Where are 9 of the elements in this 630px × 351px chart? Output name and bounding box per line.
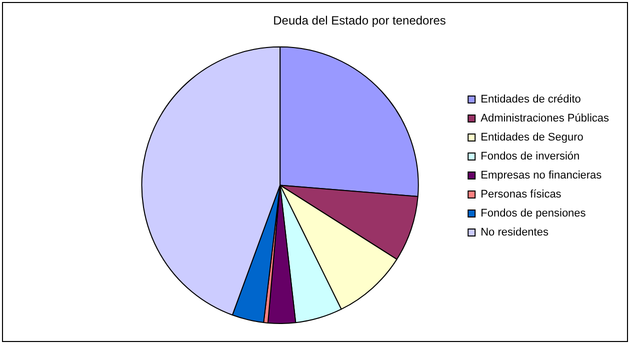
legend-label: Fondos de inversión	[480, 150, 580, 163]
chart-title: Deuda del Estado por tenedores	[273, 14, 446, 28]
legend-label: Entidades de Seguro	[480, 132, 584, 144]
legend-label: Entidades de crédito	[480, 94, 581, 106]
legend-label: Fondos de pensiones	[480, 208, 586, 220]
legend-label: Empresas no financieras	[480, 170, 602, 182]
legend-label: Personas físicas	[480, 188, 562, 201]
legend-label: Administraciones Públicas	[480, 112, 610, 125]
legend-label: No residentes	[480, 226, 549, 239]
